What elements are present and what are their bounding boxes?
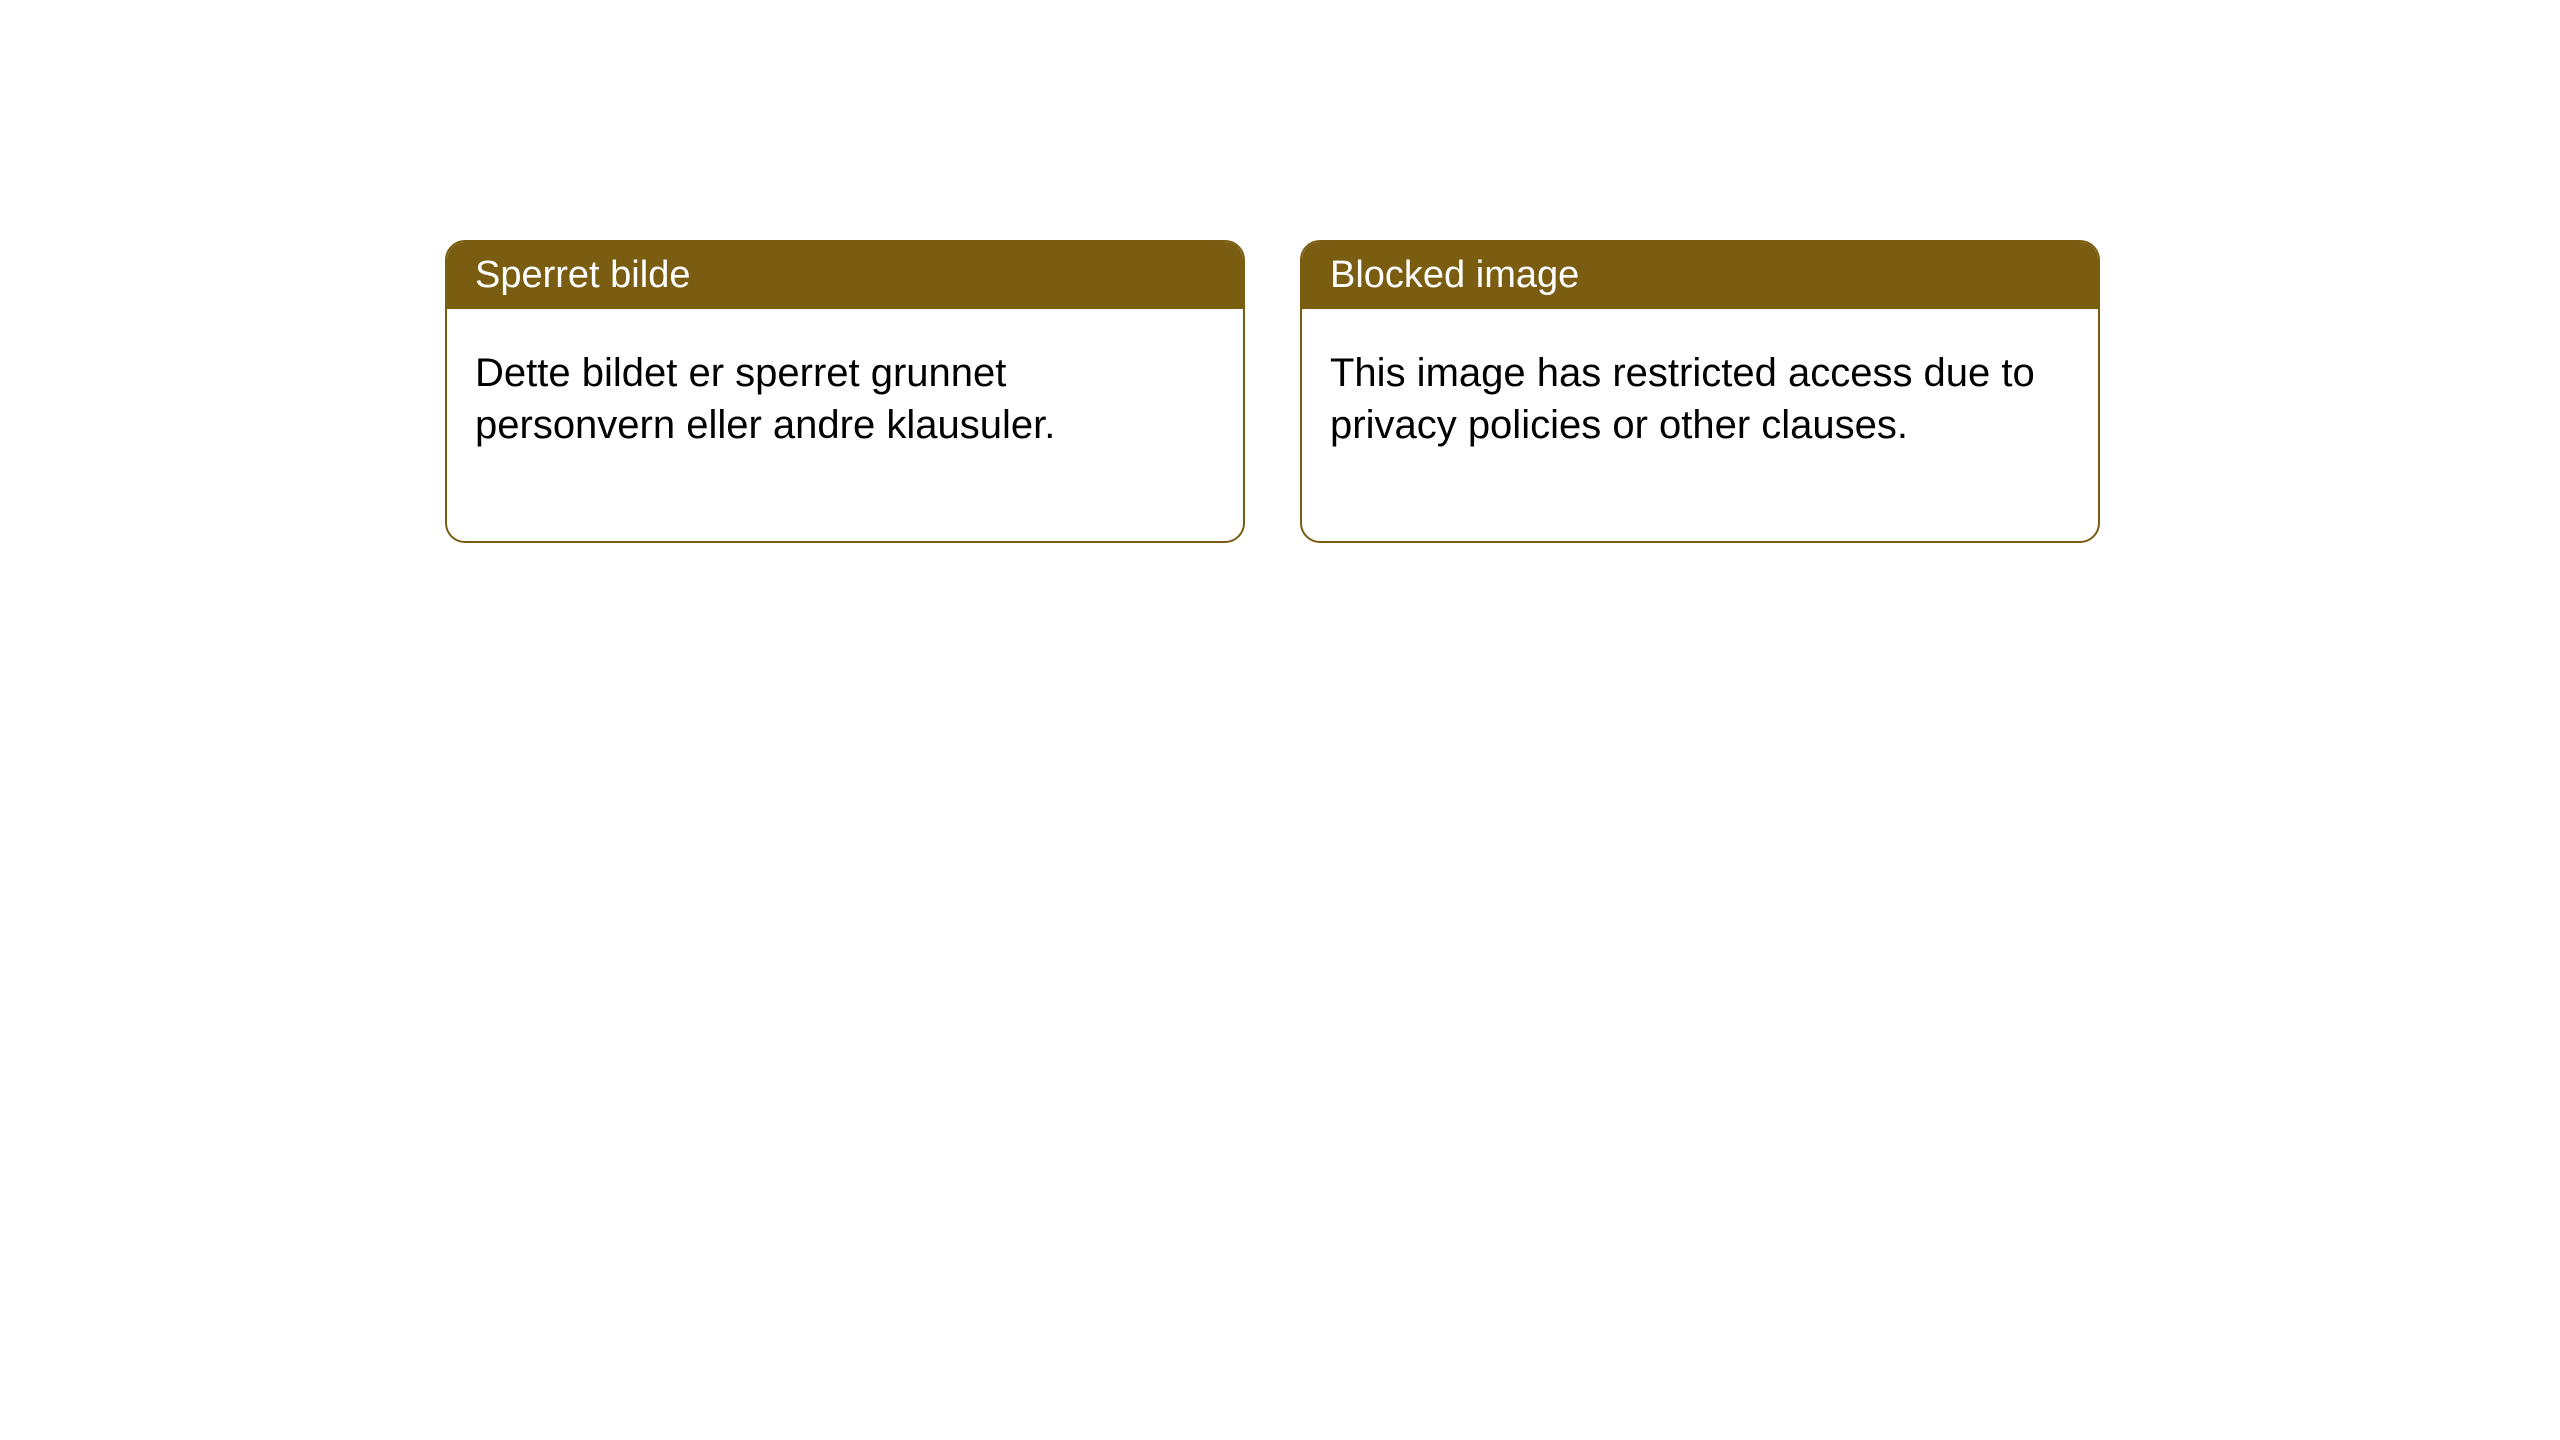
- notice-card-english: Blocked image This image has restricted …: [1300, 240, 2100, 543]
- card-body: This image has restricted access due to …: [1302, 309, 2098, 541]
- card-body: Dette bildet er sperret grunnet personve…: [447, 309, 1243, 541]
- card-header-text: Sperret bilde: [475, 254, 690, 296]
- card-body-text: Dette bildet er sperret grunnet personve…: [475, 351, 1055, 447]
- card-body-text: This image has restricted access due to …: [1330, 351, 2035, 447]
- card-header: Blocked image: [1302, 242, 2098, 309]
- notice-cards-container: Sperret bilde Dette bildet er sperret gr…: [445, 240, 2100, 543]
- card-header: Sperret bilde: [447, 242, 1243, 309]
- card-header-text: Blocked image: [1330, 254, 1579, 296]
- notice-card-norwegian: Sperret bilde Dette bildet er sperret gr…: [445, 240, 1245, 543]
